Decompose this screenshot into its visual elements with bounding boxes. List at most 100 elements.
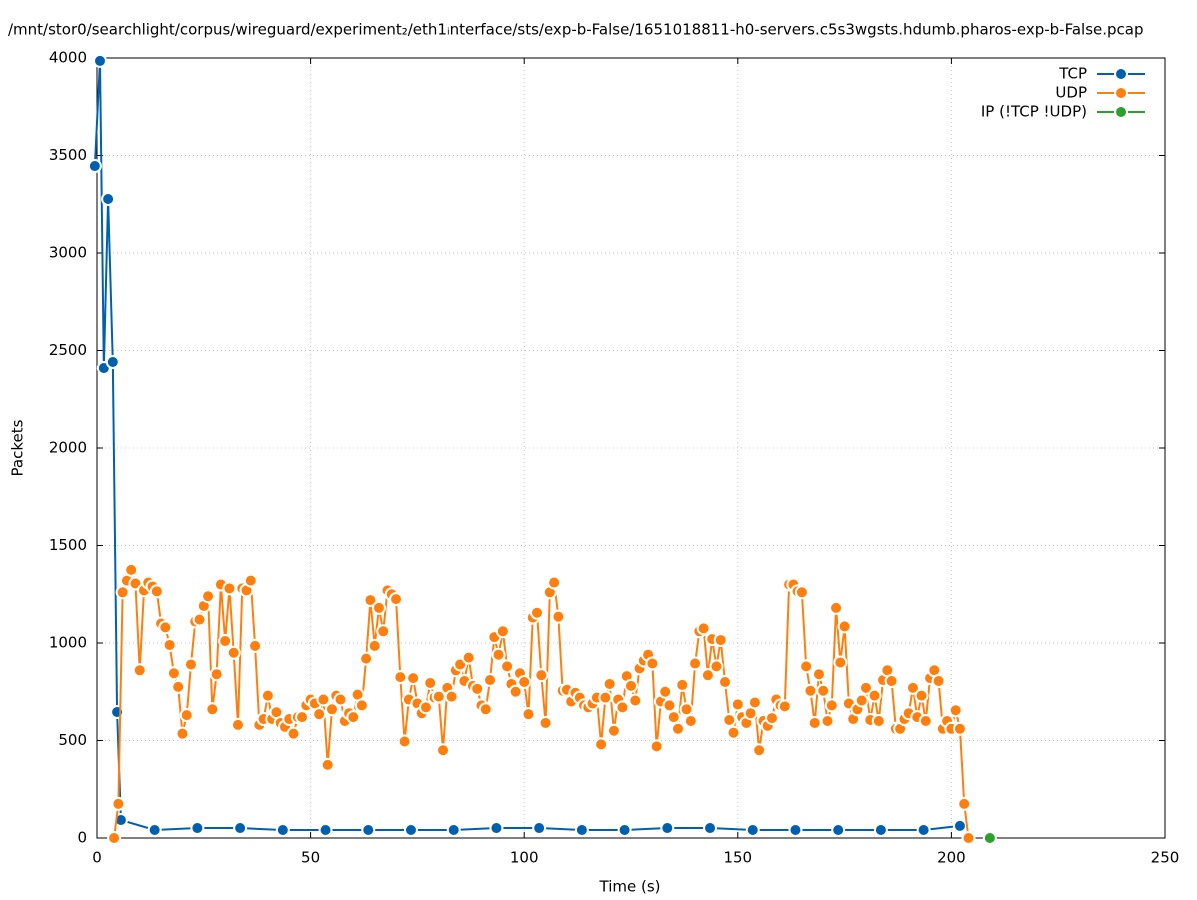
data-point — [658, 684, 673, 699]
data-point — [538, 715, 553, 730]
data-point — [905, 680, 920, 695]
data-point — [683, 714, 698, 728]
x-tick-label: 0 — [92, 849, 102, 867]
data-point — [190, 821, 205, 836]
data-point — [101, 191, 116, 206]
data-point — [957, 796, 972, 811]
data-point — [799, 659, 814, 674]
x-tick-label: 100 — [510, 849, 539, 867]
data-point — [111, 796, 126, 811]
data-point — [606, 723, 621, 738]
data-point — [916, 823, 931, 838]
legend-marker — [1114, 105, 1128, 119]
data-point — [115, 585, 130, 600]
data-point — [666, 710, 681, 725]
plot-border — [96, 57, 1166, 839]
data-point — [470, 681, 485, 696]
data-point — [354, 698, 369, 713]
data-point — [376, 624, 391, 639]
data-point — [275, 823, 290, 838]
data-point — [854, 693, 869, 708]
data-point — [530, 605, 545, 620]
data-point — [286, 726, 301, 741]
data-point — [483, 673, 498, 688]
data-point — [803, 683, 818, 698]
data-point — [346, 710, 361, 725]
y-tick-label: 2500 — [49, 341, 87, 359]
data-point — [918, 714, 933, 728]
y-tick-label: 3000 — [49, 244, 87, 262]
data-point — [393, 670, 408, 685]
data-point — [517, 675, 532, 689]
data-point — [521, 707, 536, 722]
data-point — [318, 823, 333, 838]
x-tick-label: 200 — [937, 849, 966, 867]
data-point — [649, 739, 664, 754]
data-point — [367, 638, 382, 653]
data-point — [824, 698, 839, 713]
legend-label: IP (!TCP !UDP) — [981, 103, 1087, 121]
data-point — [423, 675, 438, 690]
data-point — [884, 674, 899, 689]
data-point — [175, 726, 190, 741]
data-point — [107, 831, 122, 845]
data-point — [359, 651, 374, 666]
data-point — [389, 592, 404, 607]
data-point — [726, 725, 741, 740]
data-point — [87, 159, 102, 174]
data-point — [226, 645, 241, 660]
data-point — [820, 714, 835, 728]
data-point — [747, 695, 762, 710]
data-point — [598, 690, 613, 705]
y-tick-label: 2000 — [49, 439, 87, 457]
data-point — [807, 715, 822, 730]
data-point — [816, 683, 831, 698]
data-point — [602, 676, 617, 691]
data-point — [320, 757, 335, 772]
data-point — [547, 575, 562, 590]
data-point — [696, 621, 711, 636]
data-point — [794, 585, 809, 600]
data-point — [534, 668, 549, 683]
data-point — [931, 674, 946, 689]
data-point — [952, 721, 967, 736]
legend-marker — [1114, 86, 1128, 100]
x-tick-label: 150 — [723, 849, 752, 867]
data-point — [675, 677, 690, 692]
data-point — [574, 823, 589, 838]
data-point — [500, 659, 515, 674]
data-point — [446, 823, 461, 838]
legend-label: TCP — [1058, 65, 1087, 83]
data-point — [209, 667, 224, 682]
y-tick-label: 1000 — [49, 634, 87, 652]
data-point — [147, 823, 162, 838]
data-point — [829, 600, 844, 615]
data-point — [688, 656, 703, 671]
data-point — [961, 831, 976, 845]
data-point — [333, 692, 348, 707]
data-point — [788, 823, 803, 838]
data-point — [679, 702, 694, 717]
data-point — [811, 667, 826, 682]
data-point — [837, 619, 852, 634]
data-point — [179, 708, 194, 723]
data-point — [183, 657, 198, 672]
data-point — [124, 562, 139, 577]
data-point — [243, 573, 258, 588]
data-point — [662, 698, 677, 713]
data-point — [952, 818, 967, 833]
data-point — [717, 675, 732, 689]
data-point — [397, 734, 412, 749]
x-tick-label: 50 — [301, 849, 320, 867]
data-point — [363, 593, 378, 608]
chart-title: /mnt/stor0/searchlight/corpus/wireguard/… — [8, 21, 1144, 39]
data-point — [371, 600, 386, 615]
data-point — [703, 821, 718, 836]
data-point — [628, 693, 643, 708]
data-point — [624, 678, 638, 693]
data-point — [324, 702, 339, 717]
data-point — [436, 743, 451, 758]
data-point — [594, 737, 609, 752]
data-point — [201, 589, 216, 604]
